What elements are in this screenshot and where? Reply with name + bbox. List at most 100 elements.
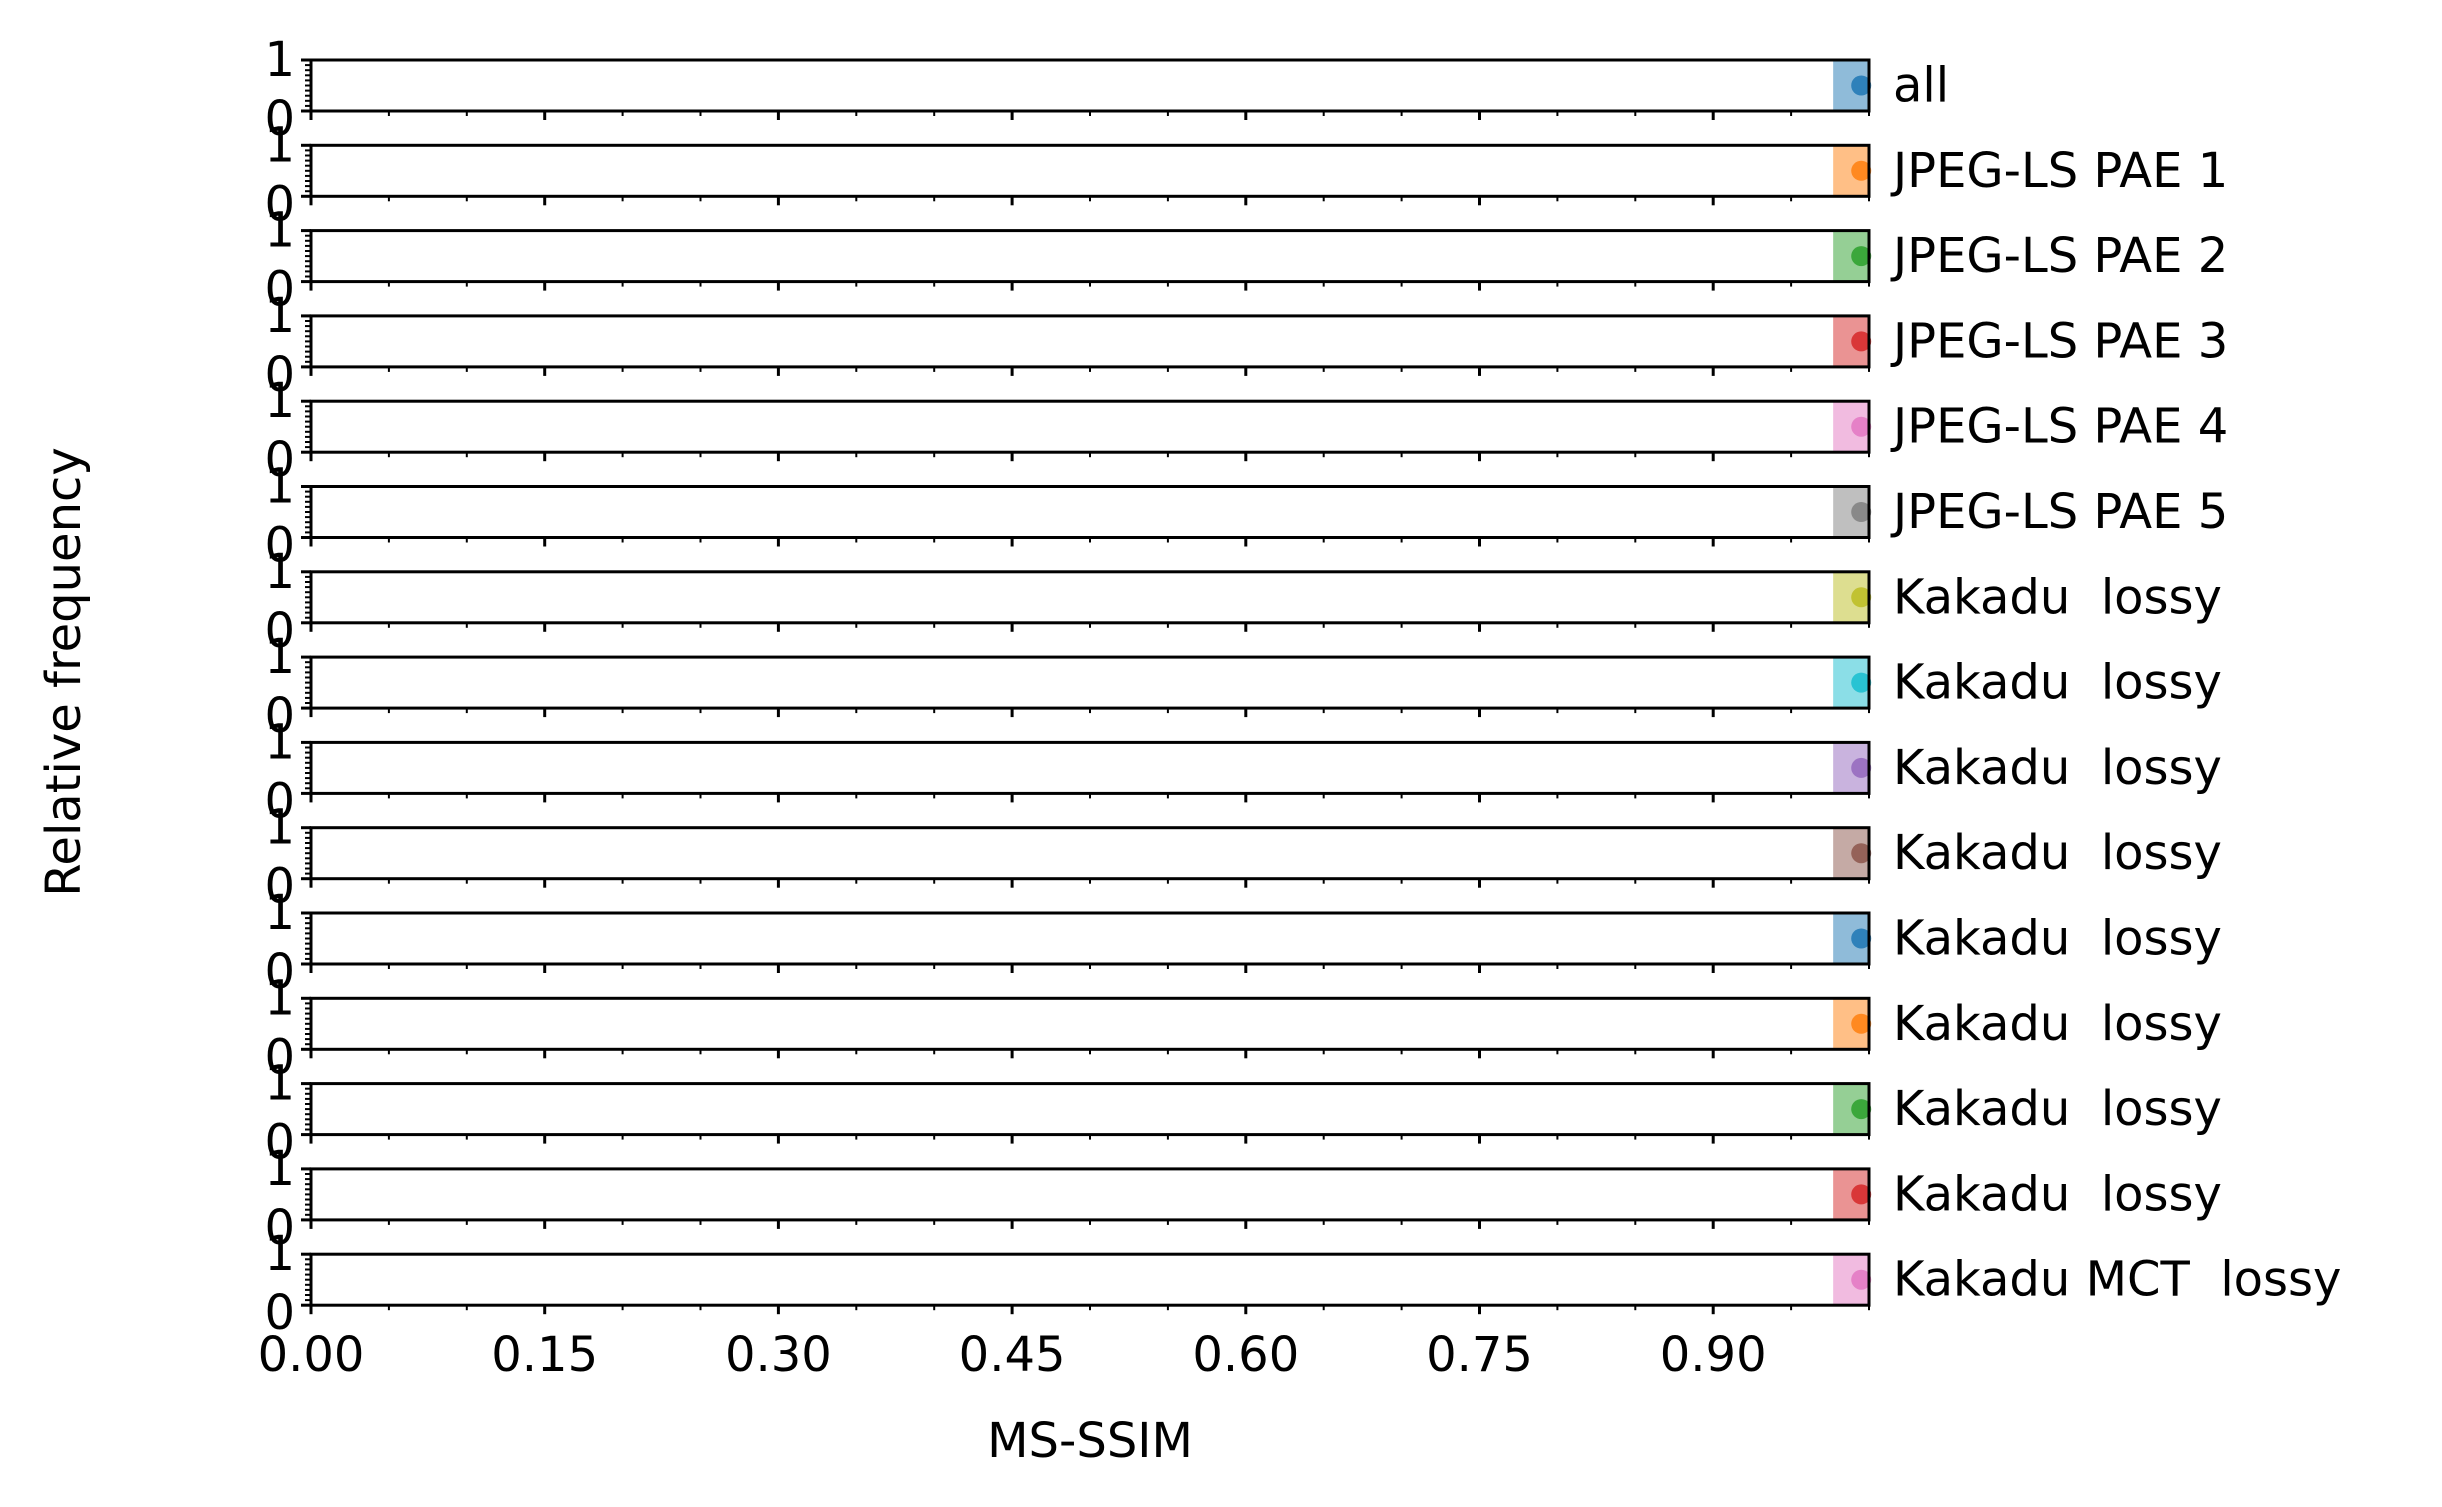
panel-3: 10 JPEG-LS PAE 2 bbox=[264, 203, 2228, 318]
panel-14: 10 Kakadu lossy bbox=[264, 1141, 2222, 1256]
panel-1: 10 all bbox=[264, 32, 1949, 147]
y-tick-label: 0 bbox=[264, 1029, 295, 1085]
y-tick-label: 0 bbox=[264, 603, 295, 659]
y-tick-label: 1 bbox=[264, 885, 295, 941]
y-tick-label: 0 bbox=[264, 859, 295, 915]
peak-marker bbox=[1851, 331, 1872, 352]
peak-marker bbox=[1851, 928, 1872, 949]
series-label: JPEG-LS PAE 2 bbox=[1890, 228, 2228, 284]
panel-frame bbox=[309, 314, 1871, 369]
panel-11: 10 Kakadu lossy bbox=[264, 885, 2222, 1000]
panel-frame bbox=[309, 58, 1871, 113]
panel-15: 10 Kakadu MCT lossy bbox=[264, 1226, 2341, 1341]
y-tick-label: 0 bbox=[264, 347, 295, 403]
y-tick-label: 0 bbox=[264, 91, 295, 147]
y-tick-label: 1 bbox=[264, 459, 295, 515]
x-tick-label: 0.75 bbox=[1426, 1327, 1533, 1383]
panel-10: 10 Kakadu lossy bbox=[264, 800, 2222, 915]
series-label: JPEG-LS PAE 3 bbox=[1890, 313, 2228, 369]
panel-frame bbox=[309, 655, 1871, 710]
peak-marker bbox=[1851, 416, 1872, 437]
panel-frame bbox=[309, 740, 1871, 795]
panel-frame bbox=[309, 570, 1871, 625]
x-axis: 0.00 0.15 0.30 0.45 0.60 0.75 0.90 bbox=[258, 1327, 1767, 1383]
panel-4: 10 JPEG-LS PAE 3 bbox=[264, 288, 2228, 403]
panel-frame bbox=[309, 399, 1871, 454]
peak-marker bbox=[1851, 75, 1872, 96]
series-label: Kakadu lossy bbox=[1893, 740, 2222, 796]
peak-marker bbox=[1851, 1269, 1872, 1290]
panel-2: 10 JPEG-LS PAE 1 bbox=[264, 117, 2228, 232]
panel-12: 10 Kakadu lossy bbox=[264, 970, 2222, 1085]
panel-5: 10 JPEG-LS PAE 4 bbox=[264, 373, 2228, 488]
y-tick-label: 1 bbox=[264, 373, 295, 429]
series-label: Kakadu lossy bbox=[1893, 569, 2222, 625]
peak-marker bbox=[1851, 587, 1872, 608]
peak-marker bbox=[1851, 843, 1872, 864]
panel-9: 10 Kakadu lossy bbox=[264, 714, 2222, 829]
peak-marker bbox=[1851, 757, 1872, 778]
peak-marker bbox=[1851, 1013, 1872, 1034]
y-tick-label: 0 bbox=[264, 688, 295, 744]
series-label: Kakadu lossy bbox=[1893, 1081, 2222, 1137]
panel-frame bbox=[309, 229, 1871, 284]
y-tick-label: 1 bbox=[264, 288, 295, 344]
y-tick-label: 0 bbox=[264, 1115, 295, 1171]
peak-marker bbox=[1851, 672, 1872, 693]
y-axis-label: Relative frequency bbox=[36, 447, 92, 897]
panel-frame bbox=[309, 996, 1871, 1051]
y-tick-label: 0 bbox=[264, 944, 295, 1000]
y-tick-label: 0 bbox=[264, 432, 295, 488]
y-tick-label: 1 bbox=[264, 544, 295, 600]
y-tick-label: 1 bbox=[264, 32, 295, 88]
y-tick-label: 1 bbox=[264, 1056, 295, 1112]
panel-frame bbox=[309, 1167, 1871, 1222]
panel-8: 10 Kakadu lossy bbox=[264, 629, 2222, 744]
series-label: Kakadu lossy bbox=[1893, 996, 2222, 1052]
x-tick-label: 0.45 bbox=[959, 1327, 1066, 1383]
y-tick-label: 1 bbox=[264, 203, 295, 259]
x-tick-label: 0.15 bbox=[491, 1327, 598, 1383]
y-tick-label: 1 bbox=[264, 714, 295, 770]
y-tick-label: 1 bbox=[264, 800, 295, 856]
y-tick-label: 1 bbox=[264, 117, 295, 173]
y-tick-label: 1 bbox=[264, 1226, 295, 1282]
series-label: all bbox=[1893, 58, 1949, 114]
x-tick-label: 0.60 bbox=[1192, 1327, 1299, 1383]
y-tick-label: 0 bbox=[264, 1285, 295, 1341]
series-label: Kakadu lossy bbox=[1893, 655, 2222, 711]
y-tick-label: 1 bbox=[264, 629, 295, 685]
peak-marker bbox=[1851, 246, 1872, 267]
peak-marker bbox=[1851, 502, 1872, 522]
peak-marker bbox=[1851, 1184, 1872, 1205]
y-tick-label: 0 bbox=[264, 773, 295, 829]
y-tick-label: 0 bbox=[264, 518, 295, 574]
x-tick-label: 0.30 bbox=[725, 1327, 832, 1383]
panel-6: 10 JPEG-LS PAE 5 bbox=[264, 459, 2228, 574]
y-tick-label: 0 bbox=[264, 262, 295, 318]
panel-frame bbox=[309, 1082, 1871, 1137]
series-label: JPEG-LS PAE 1 bbox=[1890, 143, 2228, 199]
peak-marker bbox=[1851, 160, 1872, 181]
series-label: Kakadu lossy bbox=[1893, 911, 2222, 967]
x-axis-label: MS-SSIM bbox=[987, 1413, 1193, 1469]
peak-marker bbox=[1851, 1099, 1872, 1120]
panel-frame bbox=[309, 1252, 1871, 1307]
panel-13: 10 Kakadu lossy bbox=[264, 1056, 2222, 1171]
y-tick-label: 0 bbox=[264, 1200, 295, 1256]
panel-frame bbox=[309, 826, 1871, 881]
series-label: Kakadu MCT lossy bbox=[1893, 1252, 2341, 1308]
y-tick-label: 1 bbox=[264, 1141, 295, 1197]
panel-frame bbox=[309, 911, 1871, 966]
series-label: JPEG-LS PAE 4 bbox=[1890, 399, 2228, 455]
x-tick-label: 0.90 bbox=[1660, 1327, 1767, 1383]
y-tick-label: 0 bbox=[264, 176, 295, 232]
series-label: Kakadu lossy bbox=[1893, 825, 2222, 881]
x-tick-label: 0.00 bbox=[258, 1327, 365, 1383]
y-tick-label: 1 bbox=[264, 970, 295, 1026]
panel-frame bbox=[309, 143, 1871, 198]
panel-frame bbox=[309, 485, 1871, 539]
